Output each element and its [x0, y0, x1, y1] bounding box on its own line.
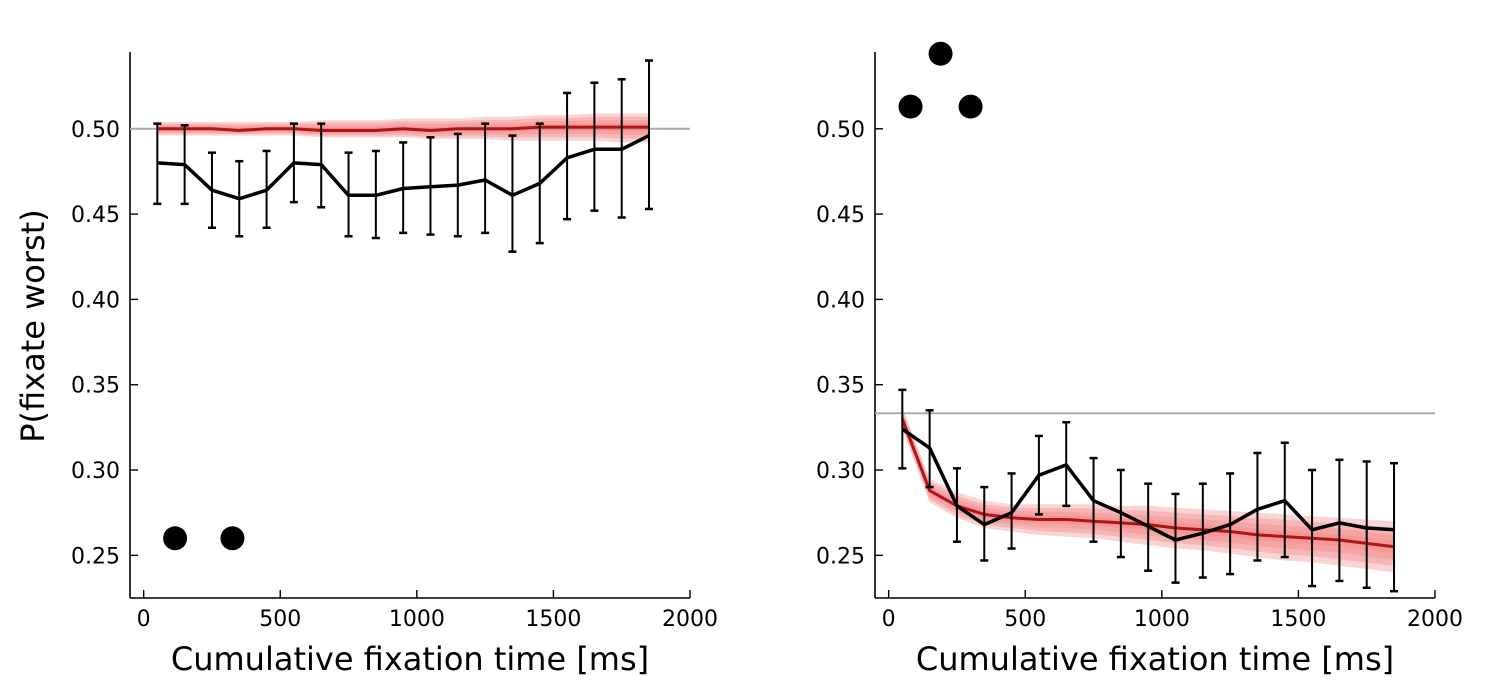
y-tick-label: 0.45 — [71, 203, 120, 228]
x-tick-label: 2000 — [662, 607, 718, 632]
y-tick-label: 0.50 — [816, 118, 865, 143]
model-band — [902, 412, 1394, 560]
x-tick-label: 500 — [259, 607, 301, 632]
x-tick-label: 1000 — [389, 607, 445, 632]
y-tick-label: 0.30 — [816, 459, 865, 484]
left-panel: 0 500 1000 1500 2000 0.25 0.30 0.35 0.40 0.45 0.50… — [71, 52, 718, 678]
marker-dot — [958, 94, 983, 119]
model-band — [902, 409, 1394, 566]
x-axis-label: Cumulative fixation time [ms] — [171, 640, 649, 678]
right-panel: 0 500 1000 1500 2000 0.25 0.30 0.35 0.40 0.45 0.50… — [816, 41, 1463, 678]
model-band — [902, 406, 1394, 573]
x-tick-label: 500 — [1004, 607, 1046, 632]
data-line — [157, 134, 650, 201]
y-axis-label: P(fixate worst) — [14, 209, 52, 443]
y-tick-label: 0.50 — [71, 118, 120, 143]
x-axis-label: Cumulative fixation time [ms] — [916, 640, 1394, 678]
y-tick-label: 0.40 — [816, 288, 865, 313]
y-tick-label: 0.35 — [71, 374, 120, 399]
y-tick-label: 0.45 — [816, 203, 865, 228]
marker-dot — [220, 526, 245, 551]
data-line — [901, 427, 1395, 542]
y-tick-label: 0.35 — [816, 374, 865, 399]
y-tick-label: 0.30 — [71, 459, 120, 484]
x-tick-label: 0 — [882, 607, 896, 632]
marker-dot — [928, 41, 953, 66]
x-tick-label: 1000 — [1134, 607, 1190, 632]
x-tick-label: 1500 — [1270, 607, 1326, 632]
x-tick-label: 2000 — [1407, 607, 1463, 632]
marker-dot — [898, 94, 923, 119]
y-tick-label: 0.25 — [71, 544, 120, 569]
x-tick-label: 1500 — [525, 607, 581, 632]
y-tick-label: 0.25 — [816, 544, 865, 569]
x-tick-label: 0 — [137, 607, 151, 632]
y-tick-label: 0.40 — [71, 288, 120, 313]
marker-dot — [163, 526, 188, 551]
